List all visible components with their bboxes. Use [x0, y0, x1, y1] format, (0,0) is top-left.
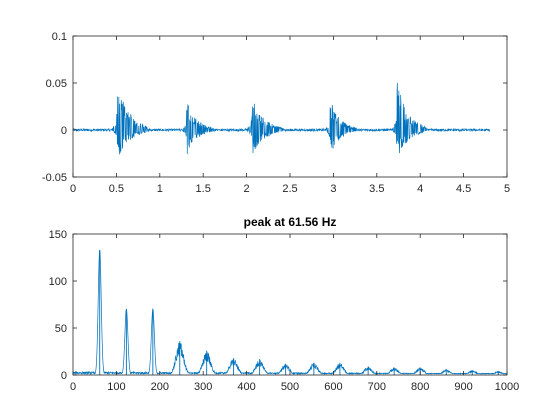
- waveform-series: [72, 82, 490, 155]
- spectrum-ticks: 0 100 200 300 400 500 600 700 800 900 1000 0 50 100 15…: [49, 229, 520, 393]
- waveform-xtick-label: 3.5: [369, 183, 384, 195]
- spectrum-ytick-label: 50: [55, 323, 67, 335]
- spectrum-xtick-label: 200: [151, 381, 169, 393]
- spectrum-axes: peak at 61.56 Hz 0 100 200 300 400 500 600 700 8…: [49, 215, 520, 393]
- spectrum-xtick-label: 0: [70, 381, 76, 393]
- waveform-ytick-label: 0.05: [46, 78, 67, 90]
- spectrum-ytick-label: 0: [61, 370, 67, 382]
- waveform-xtick-label: 2: [244, 183, 250, 195]
- waveform-xtick-label: 5: [504, 183, 510, 195]
- spectrum-xtick-label: 900: [454, 381, 472, 393]
- spectrum-xtick-label: 500: [281, 381, 299, 393]
- spectrum-xtick-label: 800: [411, 381, 429, 393]
- waveform-xtick-label: 3: [330, 183, 336, 195]
- spectrum-xtick-label: 300: [194, 381, 212, 393]
- waveform-xtick-label: 4: [417, 183, 423, 195]
- spectrum-xtick-label: 1000: [495, 381, 519, 393]
- waveform-xtick-label: 1.5: [196, 183, 211, 195]
- waveform-line: [72, 82, 490, 155]
- waveform-ytick-label: -0.05: [42, 172, 67, 184]
- waveform-ytick-label: 0.1: [52, 31, 67, 43]
- waveform-xtick-label: 1: [157, 183, 163, 195]
- spectrum-xtick-label: 600: [324, 381, 342, 393]
- spectrum-title: peak at 61.56 Hz: [244, 215, 337, 229]
- spectrum-xtick-label: 700: [368, 381, 386, 393]
- waveform-xtick-label: 0.5: [109, 183, 124, 195]
- spectrum-line: [72, 249, 508, 376]
- spectrum-ytick-label: 150: [49, 229, 67, 241]
- waveform-xtick-label: 0: [70, 183, 76, 195]
- spectrum-xtick-label: 400: [237, 381, 255, 393]
- spectrum-series: [72, 249, 508, 376]
- spectrum-ytick-label: 100: [49, 276, 67, 288]
- waveform-ytick-label: 0: [61, 125, 67, 137]
- waveform-xtick-label: 4.5: [456, 183, 471, 195]
- waveform-xtick-label: 2.5: [282, 183, 297, 195]
- spectrum-xtick-label: 100: [107, 381, 125, 393]
